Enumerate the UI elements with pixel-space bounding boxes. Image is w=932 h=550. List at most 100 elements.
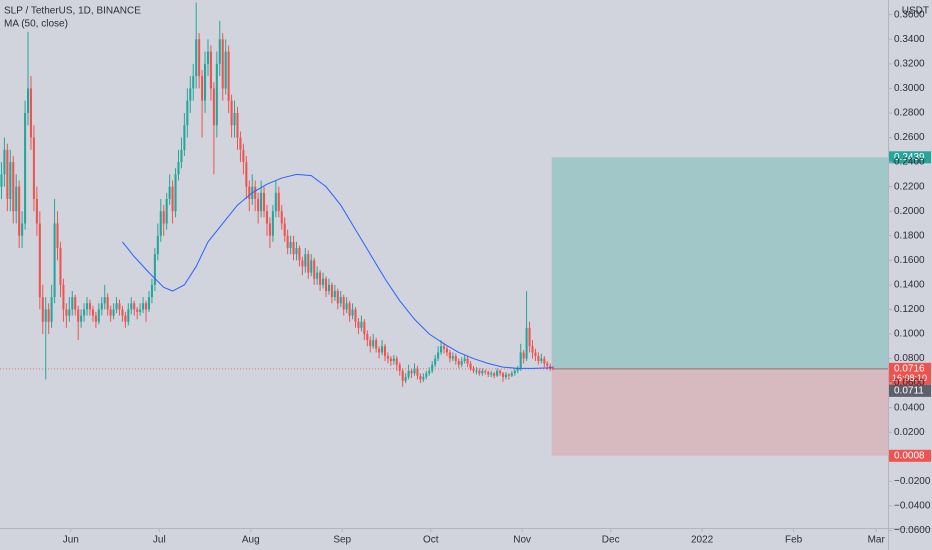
y-tick-label: 0.0600 — [894, 378, 925, 389]
ma-last-label: 0.0711 — [894, 386, 924, 397]
candle-body — [41, 297, 44, 322]
candle-body — [540, 358, 543, 362]
candle-body — [121, 309, 124, 316]
candle-body — [106, 297, 109, 310]
candle-body — [419, 375, 422, 380]
chart-title: SLP / TetherUS, 1D, BINANCE — [4, 6, 141, 17]
candle-body — [298, 248, 301, 261]
candle-body — [204, 63, 207, 101]
candle-body — [180, 149, 183, 163]
candle-body — [469, 363, 472, 369]
candle-body — [496, 370, 499, 376]
candle-body — [383, 346, 387, 357]
candle-body — [94, 315, 97, 322]
y-tick-label: 0.2000 — [894, 206, 925, 217]
target-label: 0.2439 — [894, 152, 925, 163]
candle-body — [322, 278, 325, 285]
candle-body — [493, 373, 496, 376]
candle-body — [378, 348, 381, 353]
candle-body — [552, 368, 555, 370]
x-tick-label: 2022 — [691, 535, 714, 546]
candle-body — [68, 309, 71, 316]
candle-body — [124, 315, 127, 322]
plot — [0, 2, 888, 456]
target-label-box — [889, 151, 931, 164]
candle-body — [395, 358, 398, 365]
candle-body — [301, 260, 304, 267]
candle-body — [327, 284, 330, 292]
candle-body — [351, 309, 354, 316]
candle-body — [398, 364, 401, 371]
x-tick-label: Nov — [513, 535, 531, 546]
candle-body — [257, 198, 260, 212]
candle-body — [454, 356, 457, 362]
y-tick-label: 0.1800 — [894, 230, 925, 241]
candle-body — [133, 303, 136, 310]
candle-body — [0, 174, 3, 187]
candle-body — [136, 309, 139, 312]
candle-body — [159, 211, 162, 236]
candle-body — [206, 51, 210, 64]
candle-body — [283, 223, 286, 236]
y-tick-label: 0.2200 — [894, 181, 925, 192]
y-tick-label: 0.1600 — [894, 255, 925, 266]
candle-body — [369, 340, 372, 347]
candle-body — [174, 174, 177, 212]
candle-body — [221, 39, 224, 89]
candle-body — [265, 211, 269, 224]
candle-body — [212, 88, 215, 126]
candle-body — [431, 364, 434, 371]
y-tick-label: 0.1200 — [894, 304, 925, 315]
candle-body — [342, 297, 345, 310]
candle-body — [280, 211, 283, 224]
candle-body — [478, 370, 481, 374]
candle-body — [168, 186, 171, 199]
candle-body — [147, 297, 151, 310]
candle-body — [85, 303, 89, 310]
candle-body — [525, 327, 528, 359]
candle-body — [3, 149, 6, 175]
candle-body — [466, 358, 469, 364]
candle-body — [546, 363, 549, 366]
candle-body — [487, 372, 490, 375]
candle-body — [21, 223, 24, 236]
candle-body — [142, 303, 145, 310]
candle-body — [274, 192, 277, 212]
y-tick-label: −0.0200 — [894, 476, 931, 487]
candle-body — [422, 376, 425, 380]
y-tick-label: 0.3600 — [894, 9, 925, 20]
candle-body — [501, 373, 505, 377]
candle-body — [198, 39, 201, 77]
ma-legend: MA (50, close) — [4, 19, 68, 30]
y-tick-label: −0.0400 — [894, 501, 931, 512]
candle-body — [537, 356, 540, 362]
y-tick-label: −0.0600 — [894, 525, 931, 536]
y-tick-label: 0.0800 — [894, 353, 925, 364]
last-price-box — [889, 362, 931, 385]
candle-body — [260, 192, 263, 212]
candle-body — [304, 254, 307, 267]
y-tick-label: 0.2800 — [894, 108, 925, 119]
candle-body — [516, 368, 519, 371]
candle-body — [29, 88, 33, 138]
candle-body — [91, 309, 94, 316]
candle-body — [189, 88, 192, 101]
stop-zone — [551, 368, 888, 456]
candle-body — [83, 309, 86, 316]
y-tick-label: 0.3000 — [894, 83, 925, 94]
candle-body — [472, 368, 475, 371]
candle-body — [118, 303, 121, 310]
candle-body — [100, 303, 103, 310]
candle-body — [360, 321, 363, 328]
candle-body — [457, 361, 460, 365]
candle-body — [324, 278, 328, 292]
last-price-label: 0.0716 — [894, 364, 925, 375]
candle-body — [316, 272, 319, 279]
x-tick-label: Aug — [242, 535, 260, 546]
candle-body — [416, 368, 419, 376]
candle-body — [47, 309, 50, 322]
y-tick-label: 0.2400 — [894, 157, 925, 168]
candle-body — [375, 340, 378, 349]
candle-body — [463, 358, 466, 362]
